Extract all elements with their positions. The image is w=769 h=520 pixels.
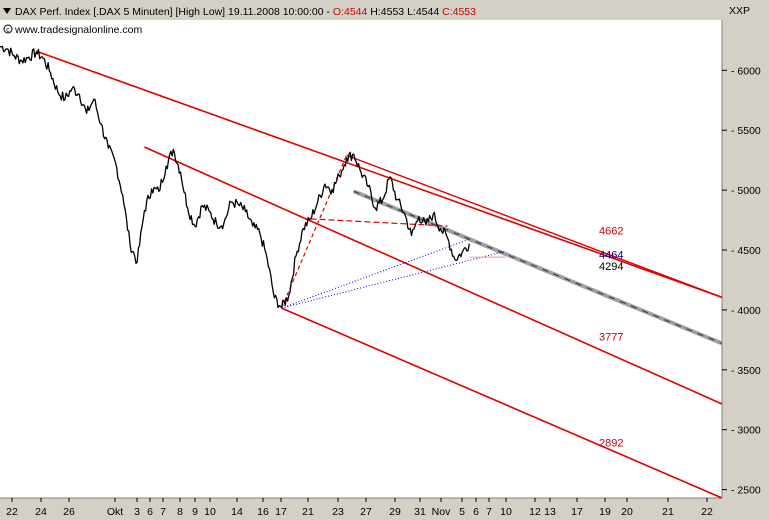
y-tick-label: - 3500 <box>731 365 761 377</box>
level-label: 4662 <box>599 226 623 238</box>
header-low: L:4544 <box>404 6 439 18</box>
x-tick-label: 14 <box>231 506 243 518</box>
x-tick-label: 6 <box>147 506 153 518</box>
y-tick-label: - 2500 <box>731 485 761 497</box>
x-tick-label: 26 <box>63 506 75 518</box>
level-label: 4294 <box>599 261 623 273</box>
line-blue-dotted-2 <box>281 250 506 309</box>
x-tick-label: 10 <box>204 506 216 518</box>
y-axis: - 6000 - 5500 - 5000 - 4500 - 4000 - 3500 - 30… <box>722 65 761 497</box>
y-tick-label: - 3000 <box>731 425 761 437</box>
header-high: H:4553 <box>367 6 404 18</box>
x-tick-label: 22 <box>701 506 713 518</box>
x-tick-label: 8 <box>177 506 183 518</box>
x-tick-label: 17 <box>571 506 583 518</box>
x-tick-label: 21 <box>662 506 674 518</box>
x-tick-label: Nov <box>432 506 451 518</box>
corner-label: XXP <box>729 5 750 17</box>
x-tick-label: 21 <box>302 506 314 518</box>
line-channel-upper <box>35 50 723 299</box>
x-tick-label: Okt <box>107 506 123 518</box>
menu-triangle-icon[interactable] <box>3 8 11 14</box>
x-tick-label: 16 <box>257 506 269 518</box>
drawn-lines <box>35 50 723 499</box>
x-tick-label: 17 <box>275 506 287 518</box>
x-tick-label: 23 <box>332 506 344 518</box>
x-tick-label: 13 <box>544 506 556 518</box>
y-tick-label: - 4500 <box>731 245 761 257</box>
x-axis: 22 24 26 Okt 3 6 7 8 9 10 14 16 17 21 23 27 29 31 Nov 5 6 7 10… <box>6 498 713 518</box>
x-tick-label: 10 <box>500 506 512 518</box>
x-tick-label: 12 <box>529 506 541 518</box>
level-label: 2892 <box>599 438 623 450</box>
line-channel-median <box>144 146 723 405</box>
level-label: 4464 <box>599 249 623 261</box>
line-gray-trend <box>353 189 723 346</box>
x-tick-label: 7 <box>486 506 492 518</box>
x-tick-label: 20 <box>621 506 633 518</box>
x-tick-label: 24 <box>35 506 47 518</box>
header-title: DAX Perf. Index [.DAX 5 Minuten] [High L… <box>15 6 333 18</box>
header-close: C:4553 <box>439 6 476 18</box>
line-channel-lower <box>281 307 723 499</box>
x-tick-label: 9 <box>192 506 198 518</box>
x-tick-label: 29 <box>389 506 401 518</box>
watermark: www.tradesignalonline.com <box>14 24 142 36</box>
copyright-glyph: c <box>6 27 10 34</box>
y-tick-label: - 5500 <box>731 125 761 137</box>
header-text: DAX Perf. Index [.DAX 5 Minuten] [High L… <box>15 6 476 18</box>
price-line <box>0 45 470 309</box>
x-tick-label: 6 <box>473 506 479 518</box>
price-series <box>0 45 470 309</box>
level-label: 3777 <box>599 332 623 344</box>
x-tick-label: 22 <box>6 506 18 518</box>
line-red-flat-segment <box>310 218 448 227</box>
y-tick-label: - 5000 <box>731 185 761 197</box>
x-tick-label: 19 <box>599 506 611 518</box>
y-tick-label: - 6000 <box>731 65 761 77</box>
x-tick-label: 31 <box>414 506 426 518</box>
line-upper-channel-left <box>346 154 723 298</box>
line-blue-dotted-1 <box>281 238 470 309</box>
copyright-icon <box>3 24 13 34</box>
x-tick-label: 27 <box>360 506 372 518</box>
header: DAX Perf. Index [.DAX 5 Minuten] [High L… <box>3 5 750 36</box>
header-open: O:4544 <box>333 6 368 18</box>
x-tick-label: 3 <box>134 506 140 518</box>
x-tick-label: 7 <box>160 506 166 518</box>
plot-area <box>0 20 722 498</box>
x-tick-label: 5 <box>459 506 465 518</box>
y-tick-label: - 4000 <box>731 305 761 317</box>
